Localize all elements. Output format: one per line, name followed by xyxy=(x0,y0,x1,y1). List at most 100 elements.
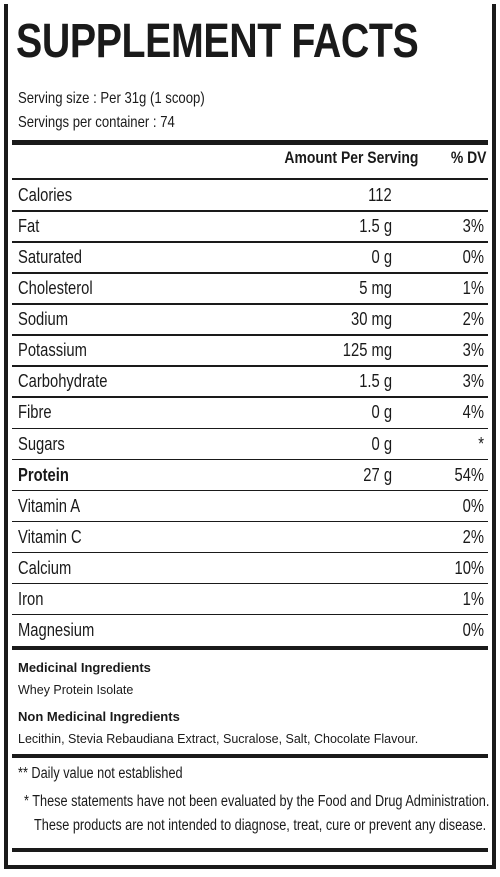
nutrient-name-text: Vitamin A xyxy=(18,495,81,516)
servings-per-container: Servings per container : 74 xyxy=(18,114,209,132)
nutrient-dv: 54% xyxy=(448,465,484,486)
nutrient-name: Vitamin C xyxy=(18,527,96,548)
nutrient-amount: 0 g xyxy=(367,247,392,268)
nutrient-amount: 112 xyxy=(363,185,392,206)
ingredients-heading: Non Medicinal Ingredients xyxy=(18,709,180,724)
nutrient-amount-text: 1.5 g xyxy=(359,216,392,237)
nutrient-name: Carbohydrate xyxy=(18,371,127,392)
nutrient-name: Cholesterol xyxy=(18,278,109,299)
nutrient-name: Magnesium xyxy=(18,620,111,641)
thick-rule xyxy=(12,754,488,758)
thick-rule xyxy=(12,646,488,650)
ingredients-text: Whey Protein Isolate xyxy=(18,683,134,697)
nutrient-amount-text: 112 xyxy=(368,185,392,205)
nutrient-name: Potassium xyxy=(18,340,102,361)
nutrient-name-text: Calories xyxy=(18,185,73,205)
nutrient-dv: 3% xyxy=(458,216,484,237)
nutrient-amount: 5 mg xyxy=(352,278,392,299)
row-rule xyxy=(12,334,488,336)
nutrient-amount: 0 g xyxy=(367,434,392,455)
nutrient-name: Fat xyxy=(18,216,44,237)
nutrient-dv: 4% xyxy=(458,402,484,423)
nutrient-amount-text: 0 g xyxy=(371,247,392,268)
footnote-text: These products are not intended to diagn… xyxy=(34,817,487,834)
nutrient-amount: 1.5 g xyxy=(352,371,392,392)
nutrient-amount: 0 g xyxy=(367,402,392,423)
footnote: ** Daily value not established xyxy=(18,765,219,783)
thick-rule xyxy=(12,848,488,852)
footnote-text: * These statements have not been evaluat… xyxy=(24,793,490,810)
row-rule xyxy=(12,458,488,461)
nutrient-name-text: Fibre xyxy=(18,402,52,423)
nutrient-dv: 2% xyxy=(458,527,484,548)
row-rule xyxy=(12,582,488,585)
row-rule xyxy=(12,489,488,492)
nutrient-amount-text: 1.5 g xyxy=(359,371,392,392)
nutrient-name-text: Saturated xyxy=(18,247,83,268)
rule xyxy=(12,178,488,180)
row-rule xyxy=(12,520,488,523)
nutrient-amount: 30 mg xyxy=(342,309,392,330)
row-rule xyxy=(12,551,488,554)
nutrient-amount-text: 27 g xyxy=(363,464,392,485)
nutrient-name-text: Potassium xyxy=(18,340,87,361)
nutrient-name: Iron xyxy=(18,589,49,610)
nutrient-dv: 10% xyxy=(448,558,484,579)
nutrient-name-text: Fat xyxy=(18,216,40,237)
nutrient-amount: 125 mg xyxy=(332,340,392,361)
ingredients-text: Lecithin, Stevia Rebaudiana Extract, Suc… xyxy=(18,732,419,746)
footnote-text: ** Daily value not established xyxy=(18,765,183,782)
nutrient-dv: * xyxy=(477,434,484,455)
nutrient-name-text: Vitamin C xyxy=(18,526,82,547)
row-rule xyxy=(12,396,488,398)
title: SUPPLEMENT FACTS xyxy=(16,14,500,69)
column-header: % DV xyxy=(443,148,486,168)
nutrient-amount-text: 0 g xyxy=(371,402,392,423)
nutrient-amount-text: 125 mg xyxy=(342,340,392,361)
column-header-text: % DV xyxy=(450,148,486,167)
nutrient-dv-text: 1% xyxy=(462,278,484,299)
nutrient-dv: 1% xyxy=(458,278,484,299)
nutrient-dv: 0% xyxy=(458,247,484,268)
nutrient-name-text: Protein xyxy=(18,464,69,485)
nutrient-name: Calories xyxy=(18,185,84,206)
nutrient-dv: 3% xyxy=(458,371,484,392)
nutrient-name-text: Magnesium xyxy=(18,619,95,640)
nutrient-dv: 3% xyxy=(458,340,484,361)
nutrient-dv-text: 0% xyxy=(462,247,484,268)
row-rule xyxy=(12,365,488,367)
nutrient-name-text: Sugars xyxy=(18,433,65,454)
column-header-text: Amount Per Serving xyxy=(283,148,418,167)
row-rule xyxy=(12,272,488,274)
nutrient-dv-text: 54% xyxy=(454,464,484,485)
nutrient-name-text: Calcium xyxy=(18,557,72,578)
footnote: * These statements have not been evaluat… xyxy=(24,793,500,811)
row-rule xyxy=(12,210,488,212)
nutrient-name: Protein xyxy=(18,465,80,486)
ingredients-heading: Medicinal Ingredients xyxy=(18,660,151,675)
nutrient-name-text: Cholesterol xyxy=(18,278,93,299)
nutrient-name: Fibre xyxy=(18,402,59,423)
nutrient-dv-text: 2% xyxy=(462,526,484,547)
footnote: These products are not intended to diagn… xyxy=(34,817,500,835)
nutrient-dv-text: 3% xyxy=(462,371,484,392)
nutrient-dv-text: 0% xyxy=(462,495,484,516)
nutrient-name: Sugars xyxy=(18,434,75,455)
nutrient-dv-text: 10% xyxy=(454,557,484,578)
nutrient-amount-text: 30 mg xyxy=(350,309,392,330)
nutrient-dv-text: 2% xyxy=(462,309,484,330)
nutrient-name-text: Iron xyxy=(18,588,44,609)
nutrient-dv-text: 3% xyxy=(462,216,484,237)
nutrient-name: Vitamin A xyxy=(18,496,94,517)
nutrient-name: Calcium xyxy=(18,558,83,579)
frame xyxy=(4,4,496,869)
nutrient-amount-text: 5 mg xyxy=(359,278,392,299)
nutrient-amount-text: 0 g xyxy=(371,433,392,454)
nutrient-dv-text: 3% xyxy=(462,340,484,361)
nutrient-dv-text: 0% xyxy=(462,619,484,640)
nutrient-dv: 2% xyxy=(458,309,484,330)
row-rule xyxy=(12,427,488,430)
nutrient-dv: 1% xyxy=(458,589,484,610)
nutrient-dv-text: * xyxy=(478,433,484,454)
